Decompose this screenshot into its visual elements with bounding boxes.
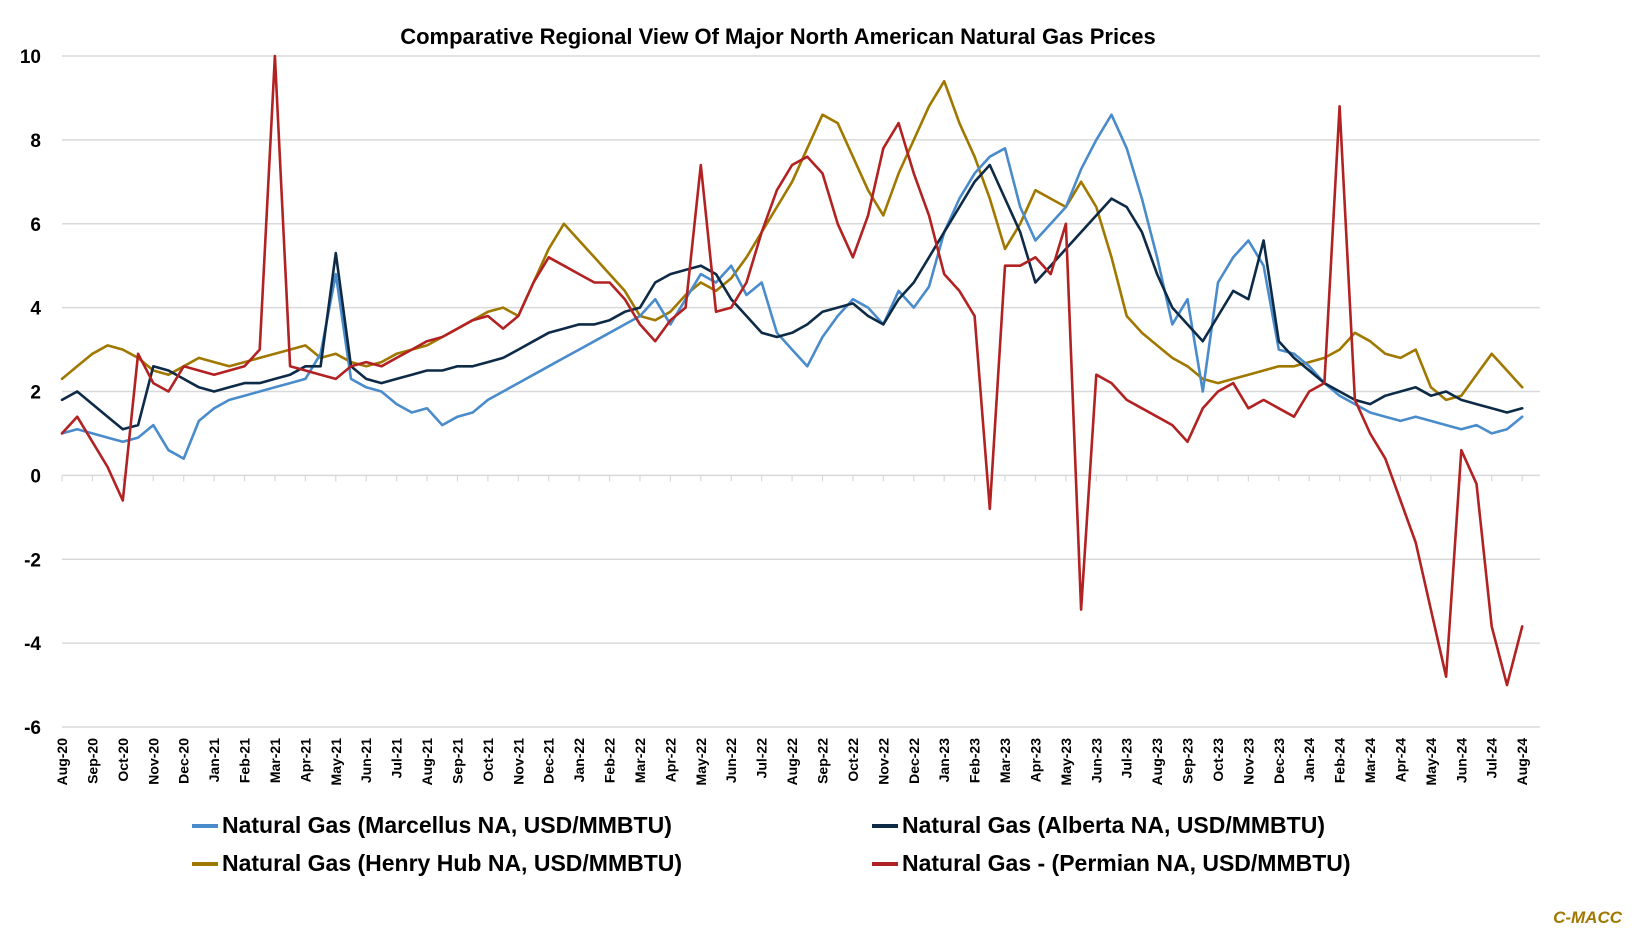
- x-tick-label: May-21: [328, 738, 344, 786]
- x-tick-label: Aug-24: [1514, 738, 1530, 786]
- series-lines: [60, 54, 1524, 687]
- x-tick-label: Jan-24: [1301, 738, 1317, 783]
- x-tick-label: Jan-22: [571, 738, 587, 783]
- x-tick-label: Aug-21: [419, 738, 435, 786]
- y-tick-label: -6: [24, 718, 41, 739]
- x-tick-label: Sep-20: [84, 738, 100, 784]
- x-tick-label: Oct-21: [480, 738, 496, 782]
- x-tick-label: Oct-23: [1210, 738, 1226, 782]
- x-tick-label: Jul-22: [754, 738, 770, 779]
- x-tick-label: Dec-22: [906, 738, 922, 784]
- x-tick-label: Mar-22: [632, 738, 648, 783]
- x-tick-label: Nov-23: [1240, 738, 1256, 785]
- x-tick-label: Aug-22: [784, 738, 800, 786]
- x-tick-label: Jun-21: [358, 738, 374, 783]
- x-tick-label: Jan-23: [936, 738, 952, 783]
- x-tick-label: Dec-21: [541, 738, 557, 784]
- y-tick-label: 8: [30, 131, 41, 152]
- x-tick-label: Apr-24: [1392, 738, 1408, 783]
- x-tick-label: Jul-24: [1484, 738, 1500, 779]
- y-tick-label: 2: [30, 383, 41, 404]
- y-tick-label: 4: [30, 299, 41, 320]
- legend-label-alberta: Natural Gas (Alberta NA, USD/MMBTU): [902, 812, 1325, 838]
- legend-swatch-henry-hub: [192, 861, 218, 866]
- x-tick-label: Aug-20: [54, 738, 70, 786]
- x-tick-label: Apr-22: [662, 738, 678, 783]
- x-tick-label: Oct-22: [845, 738, 861, 782]
- y-axis: 10 8 6 4 2 0 -2 -4 -6: [20, 47, 42, 739]
- x-tick-label: Feb-23: [967, 738, 983, 783]
- legend-swatch-alberta: [872, 823, 898, 828]
- x-tick-label: Nov-22: [875, 738, 891, 785]
- legend-item-henry-hub: Natural Gas (Henry Hub NA, USD/MMBTU): [192, 850, 682, 877]
- x-tick-label: Jun-24: [1453, 738, 1469, 783]
- legend-label-permian: Natural Gas - (Permian NA, USD/MMBTU): [902, 850, 1351, 876]
- x-tick-label: Nov-20: [145, 738, 161, 785]
- x-tick-label: Nov-21: [510, 738, 526, 785]
- x-tick-label: Sep-22: [815, 738, 831, 784]
- y-tick-label: 6: [30, 215, 41, 236]
- chart-title: Comparative Regional View Of Major North…: [400, 24, 1156, 49]
- x-tick-label: Mar-21: [267, 738, 283, 783]
- legend-item-permian: Natural Gas - (Permian NA, USD/MMBTU): [872, 850, 1351, 877]
- x-tick-label: May-24: [1423, 738, 1439, 786]
- x-tick-label: Apr-21: [297, 738, 313, 783]
- series-line-marcellus: [60, 113, 1524, 460]
- x-tick-label: Jul-23: [1119, 738, 1135, 779]
- y-tick-label: -4: [24, 634, 41, 655]
- legend-label-henry-hub: Natural Gas (Henry Hub NA, USD/MMBTU): [222, 850, 683, 876]
- legend-swatch-permian: [872, 861, 898, 866]
- x-tick-label: Jun-22: [723, 738, 739, 783]
- legend-label-marcellus: Natural Gas (Marcellus NA, USD/MMBTU): [222, 812, 672, 838]
- x-tick-label: May-22: [693, 738, 709, 786]
- x-tick-label: Jul-21: [389, 738, 405, 779]
- x-tick-label: Mar-24: [1362, 738, 1378, 783]
- source-credit: C-MACC: [1553, 908, 1622, 927]
- x-tick-label: Oct-20: [115, 738, 131, 782]
- y-tick-label: -2: [24, 550, 41, 571]
- x-tick-label: Feb-21: [237, 738, 253, 783]
- legend-item-alberta: Natural Gas (Alberta NA, USD/MMBTU): [872, 812, 1325, 839]
- y-tick-label: 0: [30, 466, 41, 487]
- legend-item-marcellus: Natural Gas (Marcellus NA, USD/MMBTU): [192, 812, 672, 839]
- x-tick-label: Sep-21: [449, 738, 465, 784]
- x-tick-label: Feb-22: [602, 738, 618, 783]
- x-tick-label: May-23: [1058, 738, 1074, 786]
- x-tick-label: Apr-23: [1027, 738, 1043, 783]
- legend-swatch-marcellus: [192, 823, 218, 828]
- x-tick-label: Jun-23: [1088, 738, 1104, 783]
- x-tick-label: Dec-23: [1271, 738, 1287, 784]
- x-axis: Aug-20 Sep-20 Oct-20 Nov-20 Dec-20 Jan-21 Feb-…: [54, 475, 1530, 785]
- x-tick-label: Feb-24: [1332, 738, 1348, 783]
- x-tick-label: Mar-23: [997, 738, 1013, 783]
- y-tick-label: 10: [20, 47, 41, 68]
- series-line-permian: [60, 54, 1524, 687]
- gridlines: [62, 55, 1540, 728]
- x-tick-label: Aug-23: [1149, 738, 1165, 786]
- series-line-henry-hub: [60, 79, 1524, 402]
- x-tick-label: Sep-23: [1180, 738, 1196, 784]
- x-tick-label: Jan-21: [206, 738, 222, 783]
- x-tick-label: Dec-20: [176, 738, 192, 784]
- series-line-alberta: [60, 163, 1524, 431]
